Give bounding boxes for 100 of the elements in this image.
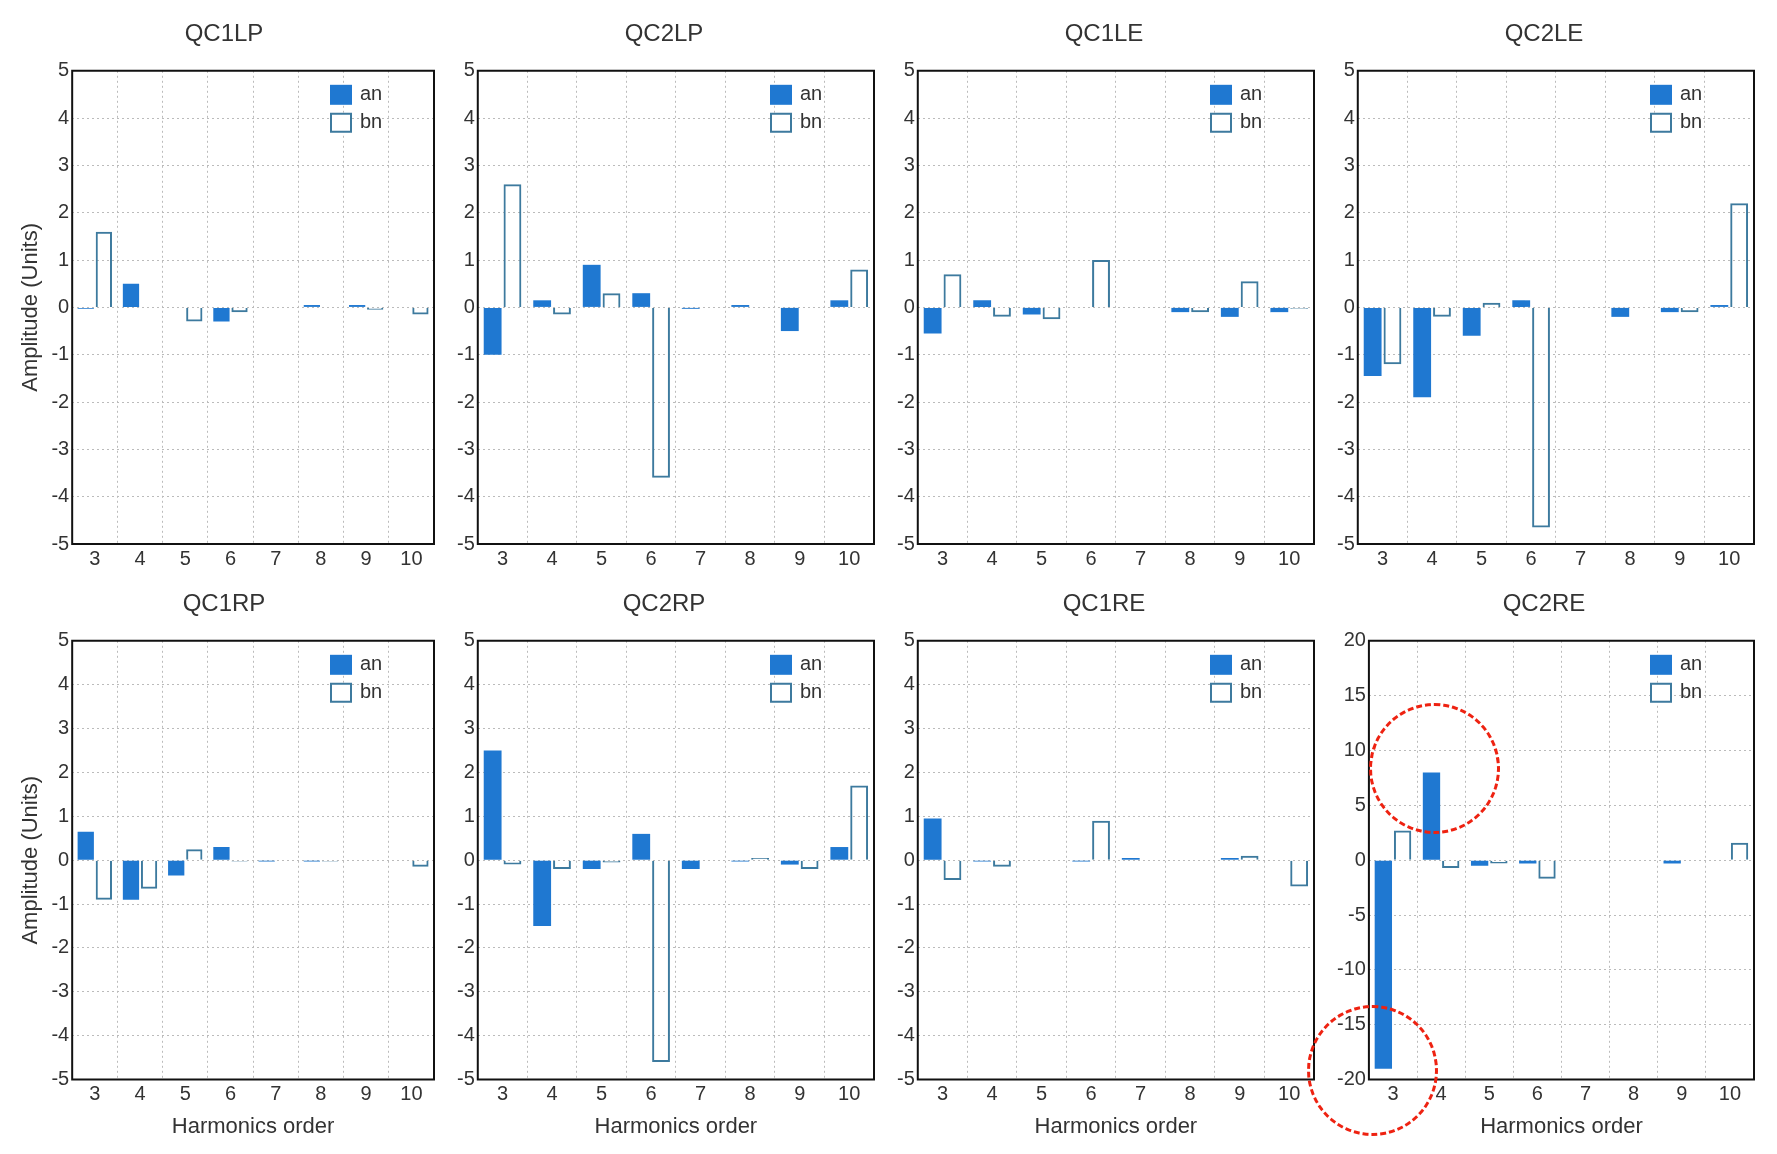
x-tick-label: 7: [1135, 546, 1147, 569]
x-tick-label: 4: [1426, 546, 1438, 569]
y-tick-label: 1: [903, 803, 915, 826]
y-tick-label: -5: [456, 1067, 475, 1090]
y-tick-label: 4: [903, 105, 915, 128]
y-tick-label: 4: [58, 672, 70, 695]
bar: [213, 307, 230, 322]
y-tick-label: -1: [51, 891, 70, 914]
x-tick-label: 3: [1387, 1082, 1399, 1105]
y-tick-label: -5: [896, 1067, 915, 1090]
y-tick-label: -20: [1337, 1067, 1366, 1090]
x-axis-title: Harmonics order: [171, 1112, 335, 1138]
chart-title: QC2RP: [622, 589, 706, 617]
x-tick-label: 5: [179, 546, 191, 569]
x-tick-label: 10: [838, 546, 861, 569]
bar: [1270, 307, 1289, 313]
x-tick-label: 3: [89, 1082, 101, 1105]
bar: [830, 300, 849, 307]
x-tick-label: 5: [1036, 1082, 1048, 1105]
x-tick-label: 8: [744, 546, 756, 569]
x-tick-label: 6: [1531, 1082, 1543, 1105]
y-tick-label: -1: [1336, 342, 1355, 365]
legend-label: bn: [1680, 680, 1703, 703]
y-tick-label: 4: [58, 105, 70, 128]
y-tick-label: 2: [1343, 200, 1355, 223]
bar: [1171, 307, 1190, 313]
x-tick-label: 8: [315, 1082, 327, 1105]
legend-label: an: [1240, 82, 1263, 105]
y-tick-label: -2: [896, 935, 915, 958]
bar: [1462, 307, 1481, 336]
y-tick-label: -10: [1337, 957, 1366, 980]
chart-title: QC1RE: [1062, 589, 1146, 617]
x-tick-label: 9: [1676, 1082, 1688, 1105]
x-tick-label: 7: [1575, 546, 1587, 569]
bar: [168, 860, 185, 876]
bar: [1660, 307, 1679, 313]
x-tick-label: 6: [1085, 546, 1097, 569]
legend-label: an: [1680, 82, 1703, 105]
legend-label: an: [360, 652, 383, 675]
y-tick-label: 2: [58, 200, 70, 223]
x-tick-label: 4: [986, 546, 998, 569]
y-tick-label: 3: [1343, 152, 1355, 175]
x-tick-label: 9: [1234, 1082, 1246, 1105]
bar: [1363, 307, 1382, 377]
y-tick-label: 0: [1343, 294, 1355, 317]
y-tick-label: 0: [1354, 847, 1366, 870]
y-tick-label: -3: [456, 979, 475, 1002]
y-tick-label: 3: [903, 716, 915, 739]
bar: [213, 847, 230, 860]
y-tick-label: -2: [896, 389, 915, 412]
y-tick-label: -2: [51, 389, 70, 412]
y-tick-label: 3: [463, 152, 475, 175]
bar: [780, 307, 799, 332]
y-tick-label: -4: [456, 484, 475, 507]
y-tick-label: 2: [903, 759, 915, 782]
x-tick-label: 7: [695, 1082, 707, 1105]
x-tick-label: 6: [1525, 546, 1537, 569]
y-tick-label: -15: [1337, 1012, 1366, 1035]
x-tick-label: 9: [360, 546, 372, 569]
x-tick-label: 5: [1476, 546, 1488, 569]
legend-label: an: [800, 652, 823, 675]
bar: [1422, 772, 1441, 860]
legend-label: an: [1680, 652, 1703, 675]
bar: [1512, 300, 1531, 307]
y-tick-label: 15: [1343, 683, 1366, 706]
y-tick-label: -4: [51, 484, 70, 507]
y-tick-label: 4: [903, 672, 915, 695]
bar: [77, 831, 94, 860]
y-tick-label: -3: [896, 979, 915, 1002]
x-tick-label: 8: [315, 546, 327, 569]
legend-label: bn: [360, 110, 383, 133]
x-tick-label: 8: [1184, 546, 1196, 569]
chart-title: QC1LE: [1064, 19, 1144, 47]
x-tick-label: 3: [496, 1082, 509, 1105]
x-axis-title: Harmonics order: [594, 1112, 758, 1138]
x-tick-label: 3: [496, 546, 509, 569]
bar: [780, 860, 799, 865]
y-tick-label: -2: [456, 389, 475, 412]
x-tick-label: 7: [270, 546, 282, 569]
y-tick-label: -3: [1336, 436, 1355, 459]
y-tick-label: -4: [1336, 484, 1355, 507]
x-tick-label: 8: [1628, 1082, 1640, 1105]
legend-label: bn: [800, 110, 823, 133]
y-tick-label: 5: [58, 628, 70, 651]
x-tick-label: 6: [224, 1082, 237, 1105]
bar: [533, 300, 552, 307]
y-tick-label: 0: [463, 294, 475, 317]
y-tick-label: 1: [463, 803, 475, 826]
y-tick-label: 5: [1343, 58, 1355, 81]
y-tick-label: 4: [1343, 105, 1355, 128]
x-tick-label: 4: [546, 1082, 558, 1105]
x-tick-label: 4: [986, 1082, 998, 1105]
y-tick-label: -4: [896, 484, 915, 507]
x-tick-label: 4: [546, 546, 558, 569]
x-tick-label: 7: [1579, 1082, 1592, 1105]
y-tick-label: -5: [51, 1067, 70, 1090]
x-tick-label: 4: [134, 546, 146, 569]
bar: [1374, 860, 1393, 1069]
y-tick-label: -5: [1348, 902, 1366, 925]
y-tick-label: 1: [58, 247, 70, 270]
